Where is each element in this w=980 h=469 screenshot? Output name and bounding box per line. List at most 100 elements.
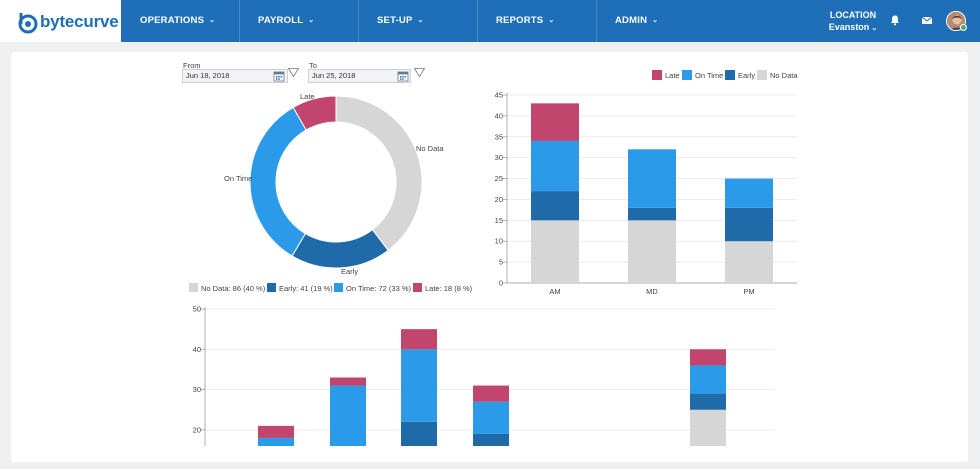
legend-item-late[interactable]: Late: 18 (8 %) xyxy=(413,283,472,293)
legend-swatch xyxy=(652,70,662,80)
bar-segment-on-time[interactable] xyxy=(258,437,294,446)
filter-icon[interactable] xyxy=(288,68,299,77)
bar-segment-late[interactable] xyxy=(258,425,294,438)
nav-operations[interactable]: OPERATIONS ⌄ xyxy=(140,0,215,42)
bar-segment-no-data[interactable] xyxy=(628,220,676,283)
y-tick-label: 20 xyxy=(495,195,503,204)
y-tick-label: 20 xyxy=(193,425,201,434)
y-tick-label: 30 xyxy=(193,385,201,394)
from-date-value: Jun 18, 2018 xyxy=(186,71,230,80)
nav-divider xyxy=(477,0,478,42)
legend-item-late[interactable]: Late xyxy=(652,70,680,80)
to-date-input[interactable]: Jun 25, 2018 xyxy=(308,69,411,83)
legend-item-no-data[interactable]: No Data: 86 (40 %) xyxy=(189,283,265,293)
y-tick-label: 30 xyxy=(495,153,503,162)
nav-payroll-label: PAYROLL xyxy=(258,15,304,26)
legend-swatch xyxy=(189,283,198,292)
filter-icon[interactable] xyxy=(414,68,425,77)
legend-item-no-data[interactable]: No Data xyxy=(757,70,798,80)
bar-segment-late[interactable] xyxy=(473,385,509,402)
bar-segment-on-time[interactable] xyxy=(690,365,726,394)
y-tick-label: 50 xyxy=(193,305,201,314)
bar-segment-early[interactable] xyxy=(628,207,676,221)
nav-setup[interactable]: SET-UP ⌄ xyxy=(377,0,424,42)
donut-slice-late[interactable] xyxy=(292,95,337,131)
location-value: Evanston xyxy=(828,22,870,32)
bar-segment-late[interactable] xyxy=(690,349,726,366)
bar-segment-early[interactable] xyxy=(725,207,773,242)
chevron-down-icon: ⌄ xyxy=(548,17,555,24)
mail-icon[interactable] xyxy=(921,14,933,26)
donut-label-no-data: No Data xyxy=(416,144,444,153)
bar-segment-on-time[interactable] xyxy=(725,178,773,208)
x-tick-label: PM xyxy=(743,287,754,296)
nav-divider xyxy=(239,0,240,42)
legend-item-on-time[interactable]: On Time xyxy=(682,70,723,80)
bell-icon[interactable] xyxy=(889,14,901,26)
legend-text: Late xyxy=(665,71,680,80)
legend-text: No Data: 86 (40 %) xyxy=(201,284,266,293)
y-tick-label: 0 xyxy=(499,279,503,288)
nav-reports-label: REPORTS xyxy=(496,15,544,26)
legend-text: On Time xyxy=(695,71,724,80)
from-date-input[interactable]: Jun 18, 2018 xyxy=(182,69,288,83)
bar-segment-on-time[interactable] xyxy=(330,385,366,446)
top-navigation-bar: bytecurve OPERATIONS ⌄ PAYROLL ⌄ SET-UP ⌄ R… xyxy=(0,0,980,42)
nav-setup-label: SET-UP xyxy=(377,15,413,26)
calendar-icon[interactable] xyxy=(273,70,285,82)
y-tick-label: 15 xyxy=(495,216,503,225)
legend-swatch xyxy=(334,283,343,292)
bar-segment-on-time[interactable] xyxy=(473,401,509,434)
logo-text: bytecurve xyxy=(40,12,119,31)
nav-admin[interactable]: ADMIN ⌄ xyxy=(615,0,658,42)
location-label: LOCATION xyxy=(829,10,877,20)
chevron-down-icon: ⌄ xyxy=(308,17,315,24)
bytecurve-logo-icon xyxy=(18,13,38,34)
nav-divider xyxy=(596,0,597,42)
chevron-down-icon: ⌄ xyxy=(417,17,424,24)
y-tick-label: 40 xyxy=(495,111,503,120)
location-selector[interactable]: LOCATION Evanston ⌄ xyxy=(827,9,879,35)
bar-segment-early[interactable] xyxy=(531,191,579,221)
from-label: From xyxy=(183,61,201,70)
bar-segment-no-data[interactable] xyxy=(725,241,773,283)
nav-reports[interactable]: REPORTS ⌄ xyxy=(496,0,554,42)
bar-segment-late[interactable] xyxy=(401,329,437,350)
legend-item-on-time[interactable]: On Time: 72 (33 %) xyxy=(334,283,411,293)
nav-operations-label: OPERATIONS xyxy=(140,15,205,26)
logo[interactable]: bytecurve xyxy=(0,0,121,42)
chevron-down-icon: ⌄ xyxy=(209,17,216,24)
bar-segment-on-time[interactable] xyxy=(401,349,437,422)
bar-segment-early[interactable] xyxy=(473,433,509,446)
bar-segment-on-time[interactable] xyxy=(628,149,676,208)
donut-label-on-time: On Time xyxy=(224,174,252,183)
legend-item-early[interactable]: Early xyxy=(725,70,755,80)
bar-segment-late[interactable] xyxy=(531,103,579,141)
y-tick-label: 35 xyxy=(495,132,503,141)
nav-admin-label: ADMIN xyxy=(615,15,648,26)
legend-text: Late: 18 (8 %) xyxy=(425,284,473,293)
x-tick-label: MD xyxy=(646,287,658,296)
legend-item-early[interactable]: Early: 41 (19 %) xyxy=(267,283,333,293)
online-status-dot xyxy=(960,24,967,31)
y-tick-label: 25 xyxy=(495,174,503,183)
chevron-down-icon: ⌄ xyxy=(871,25,878,32)
nav-payroll[interactable]: PAYROLL ⌄ xyxy=(258,0,314,42)
donut-label-late: Late xyxy=(300,92,315,101)
bar-segment-no-data[interactable] xyxy=(690,409,726,446)
bar-segment-on-time[interactable] xyxy=(531,140,579,192)
y-tick-label: 40 xyxy=(193,345,201,354)
calendar-icon[interactable] xyxy=(397,70,409,82)
bar-segment-early[interactable] xyxy=(690,393,726,410)
legend-text: On Time: 72 (33 %) xyxy=(346,284,412,293)
bar-segment-late[interactable] xyxy=(330,377,366,386)
bar-segment-no-data[interactable] xyxy=(531,220,579,283)
legend-swatch xyxy=(267,283,276,292)
bar-segment-early[interactable] xyxy=(401,421,437,446)
y-tick-label: 5 xyxy=(499,258,503,267)
y-tick-label: 45 xyxy=(495,91,503,100)
legend-swatch xyxy=(413,283,422,292)
